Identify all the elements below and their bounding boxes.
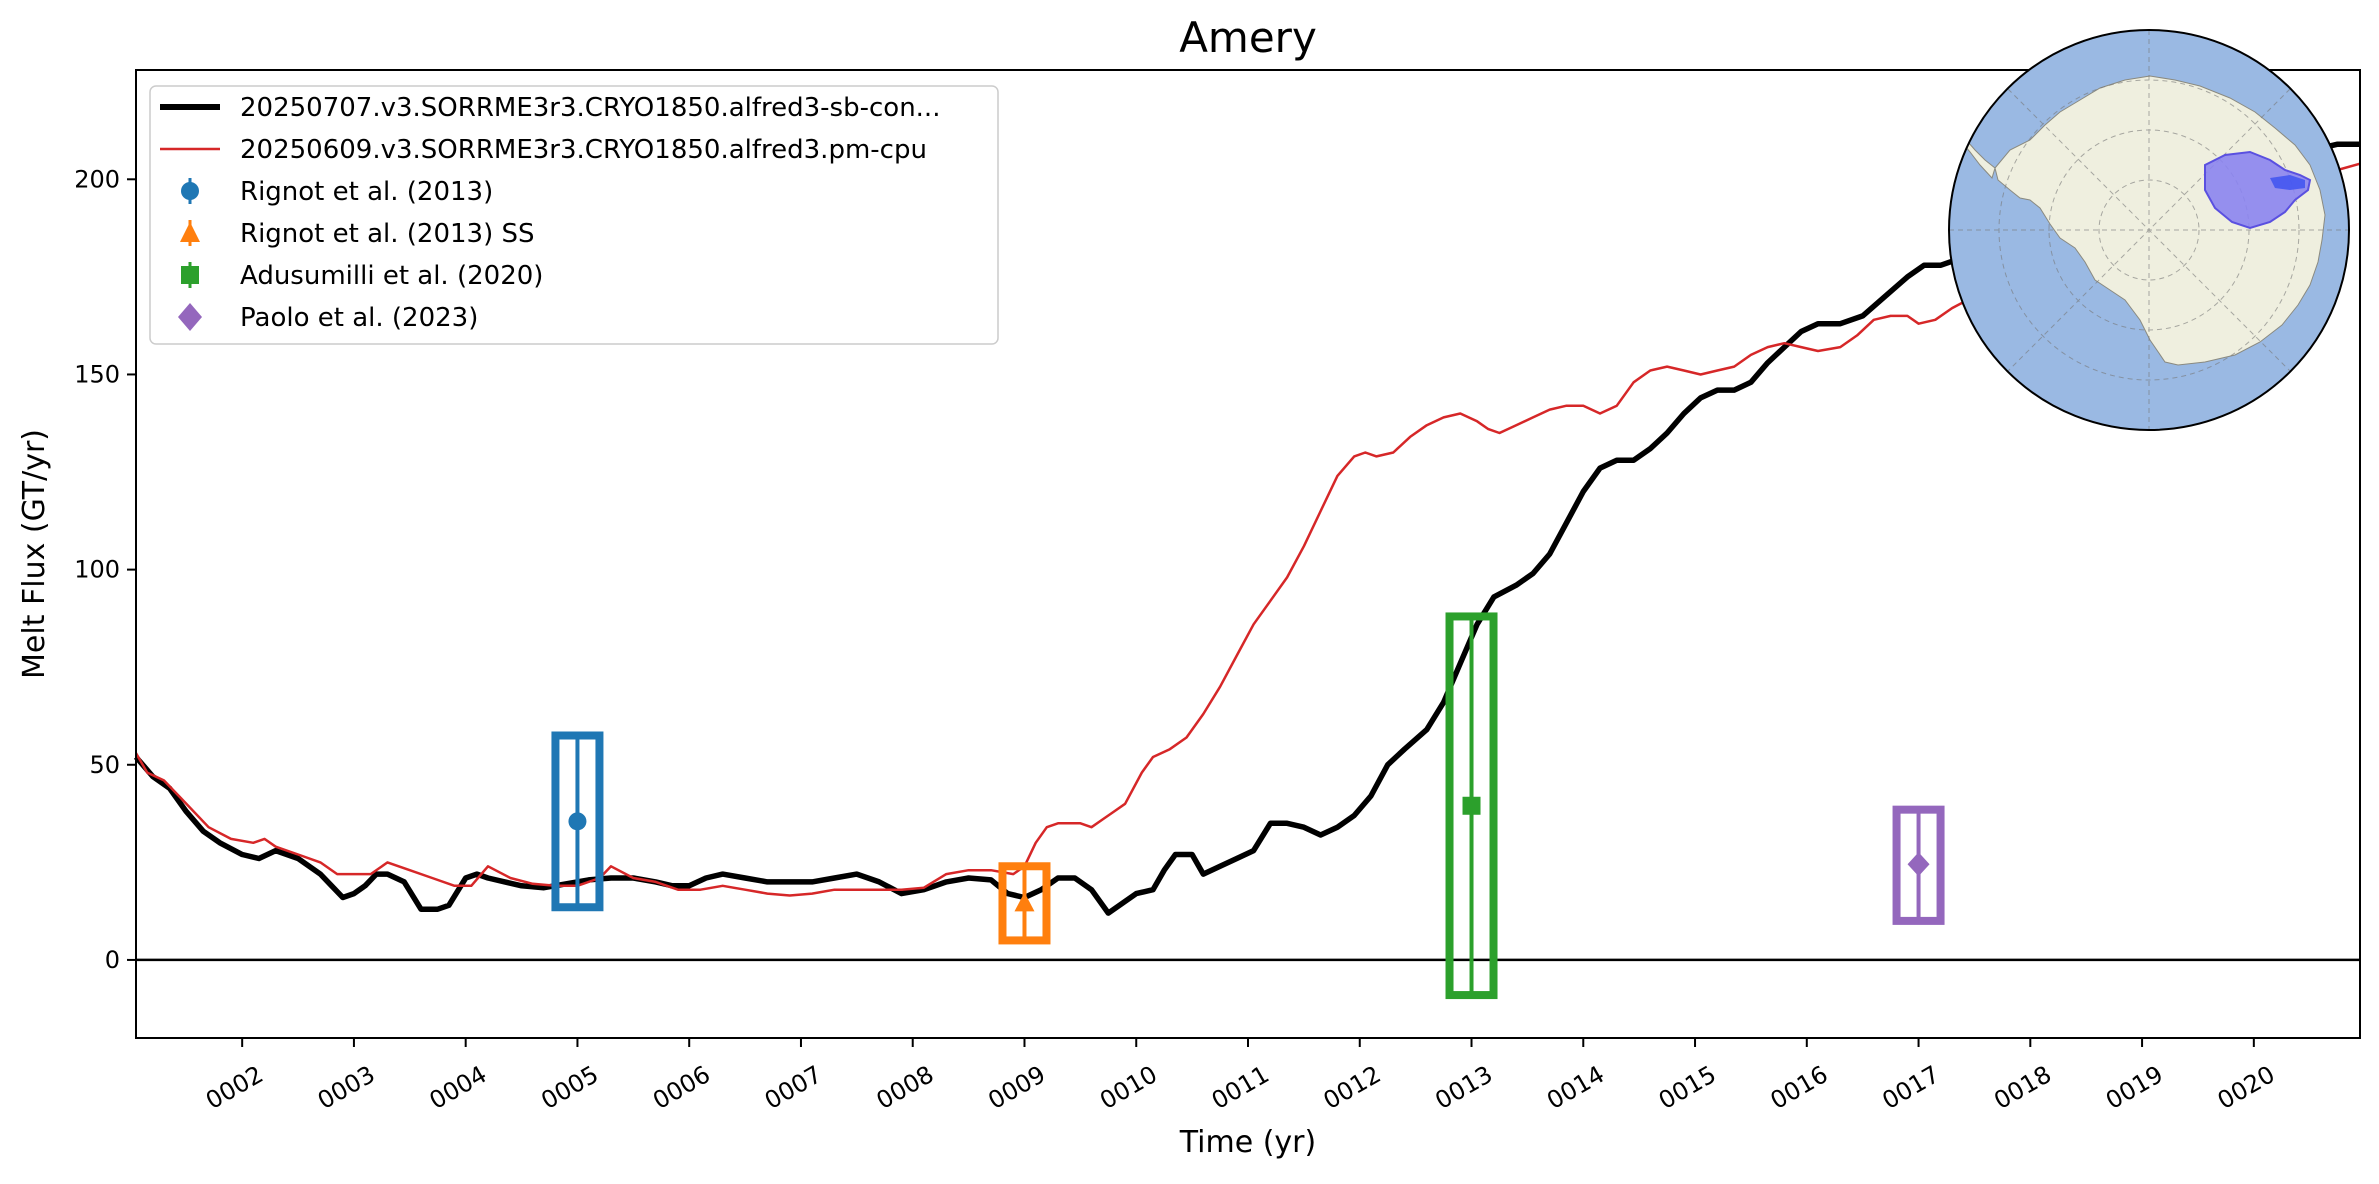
inset-graticule bbox=[1949, 30, 2349, 430]
legend-label-adusumilli: Adusumilli et al. (2020) bbox=[240, 261, 543, 291]
legend-marker-paolo bbox=[178, 303, 202, 331]
legend-marker-rignot bbox=[181, 182, 199, 200]
inset-continent bbox=[1994, 75, 2326, 366]
inset-amery-shelf bbox=[2270, 175, 2305, 190]
legend-marker-adusumilli bbox=[181, 266, 199, 284]
legend-entry-adusumilli: Adusumilli et al. (2020) bbox=[181, 261, 543, 291]
legend-entry-rignot: Rignot et al. (2013) bbox=[181, 177, 493, 207]
inset-amery-region bbox=[2204, 150, 2312, 230]
legend-label-paolo: Paolo et al. (2023) bbox=[240, 303, 478, 333]
y-axis-label: Melt Flux (GT/yr) bbox=[17, 429, 52, 679]
legend-label-rignot: Rignot et al. (2013) bbox=[240, 177, 493, 207]
series-line-1 bbox=[133, 141, 2360, 916]
legend: 20250707.v3.SORRME3r3.CRYO1850.alfred3-s… bbox=[149, 85, 999, 345]
legend-label-rignot-ss: Rignot et al. (2013) SS bbox=[240, 219, 535, 249]
y-tick-label: 200 bbox=[74, 165, 120, 193]
x-axis-label: Time (yr) bbox=[1179, 1125, 1316, 1160]
legend-box bbox=[149, 85, 999, 345]
plot-frame bbox=[135, 69, 2361, 1039]
legend-entry-paolo: Paolo et al. (2023) bbox=[178, 303, 478, 333]
legend-label-series-2: 20250609.v3.SORRME3r3.CRYO1850.alfred3.p… bbox=[240, 135, 927, 165]
obs-triangle-marker bbox=[1014, 892, 1035, 912]
y-tick-label: 0 bbox=[105, 946, 120, 974]
y-tick-label: 50 bbox=[89, 751, 120, 779]
y-tick-label: 100 bbox=[74, 556, 120, 584]
obs-square-marker bbox=[1462, 796, 1481, 815]
legend-entry-series-2: 20250609.v3.SORRME3r3.CRYO1850.alfred3.p… bbox=[160, 135, 927, 165]
inset-border bbox=[1948, 29, 2350, 431]
plot-area bbox=[133, 141, 2361, 1000]
legend-label-series-1: 20250707.v3.SORRME3r3.CRYO1850.alfred3-s… bbox=[240, 93, 940, 123]
legend-entry-rignot-ss: Rignot et al. (2013) SS bbox=[180, 219, 535, 249]
antarctica-inset-map bbox=[1948, 29, 2350, 431]
obs-diamond-marker bbox=[1907, 852, 1930, 877]
legend-entry-series-1: 20250707.v3.SORRME3r3.CRYO1850.alfred3-s… bbox=[160, 93, 940, 123]
legend-marker-rignot-ss bbox=[180, 222, 200, 242]
series-line-2 bbox=[134, 162, 2361, 897]
obs-circle-marker bbox=[568, 812, 587, 831]
chart-title: Amery bbox=[1179, 13, 1317, 62]
y-tick-label: 150 bbox=[74, 360, 120, 388]
